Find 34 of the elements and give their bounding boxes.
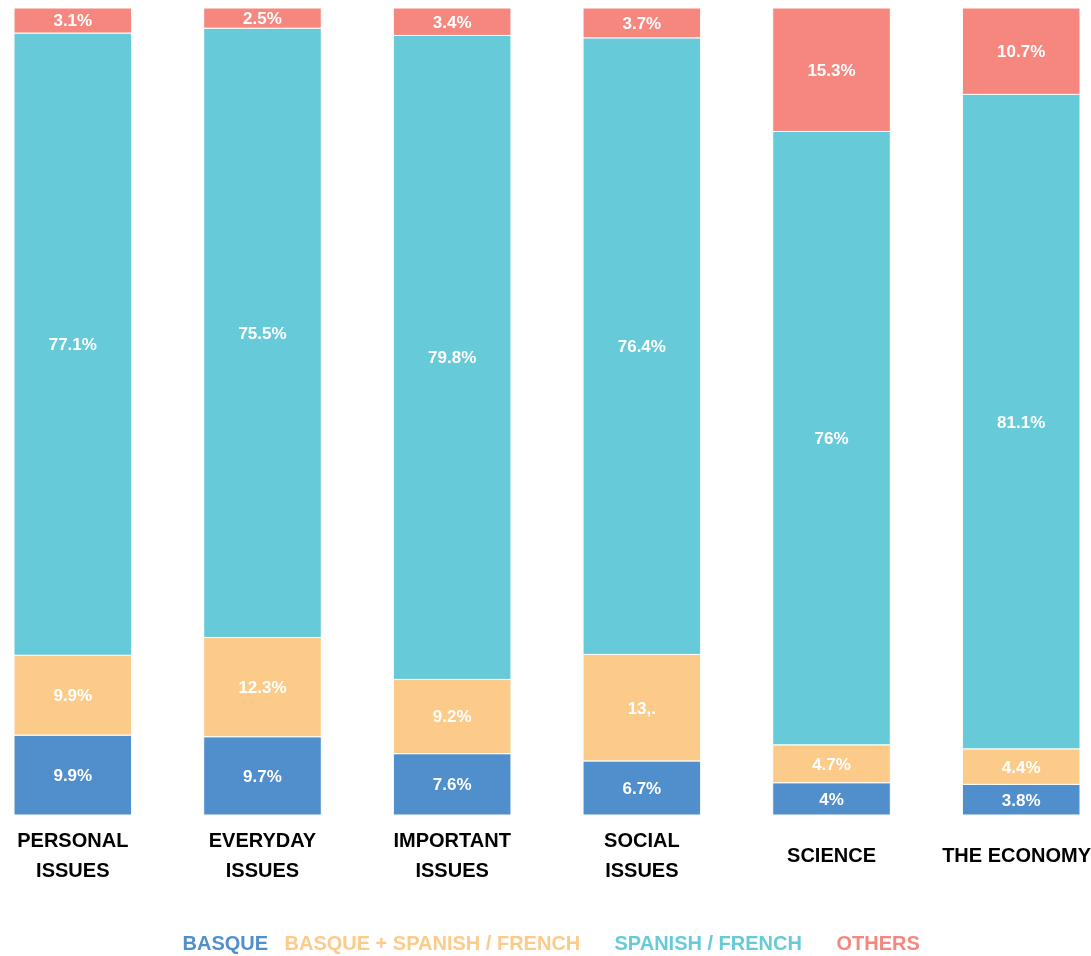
data-label: 4% <box>819 789 844 809</box>
data-label: 75.5% <box>238 323 287 343</box>
x-tick-label: PERSONAL ISSUES <box>17 829 129 881</box>
data-label: 3.8% <box>1001 790 1041 810</box>
data-label: 76.4% <box>617 337 666 357</box>
data-label: 2.5% <box>243 9 282 29</box>
data-label: 81.1% <box>997 412 1046 432</box>
data-label: 9.9% <box>53 686 93 706</box>
data-label: 3.1% <box>53 11 93 31</box>
data-label: 9.7% <box>243 766 282 786</box>
x-tick-label: EVERYDAY ISSUES <box>208 829 317 881</box>
data-label: 4.7% <box>812 754 851 774</box>
data-label: 77.1% <box>48 335 97 355</box>
text: OTHERS <box>836 932 920 954</box>
data-label: 7.6% <box>432 775 472 795</box>
data-label: 12.3% <box>238 678 287 698</box>
data-label: 4.4% <box>1001 757 1041 777</box>
data-label: 3.4% <box>432 12 472 32</box>
data-label: 79.8% <box>428 348 477 368</box>
x-tick-label: THE ECONOMY <box>942 844 1091 866</box>
data-label: 9.9% <box>53 766 93 785</box>
data-label: 15.3% <box>807 60 856 80</box>
text: BASQUE <box>182 932 269 954</box>
text: SPANISH / FRENCH <box>614 932 802 954</box>
data-label: 9.2% <box>432 707 472 727</box>
x-tick-label: IMPORTANT ISSUES <box>393 829 511 881</box>
data-label: 3.7% <box>622 13 662 33</box>
data-label: 13,. <box>627 698 657 718</box>
data-label: 76% <box>814 429 849 449</box>
text: BASQUE + SPANISH / FRENCH <box>284 932 581 954</box>
data-label: 6.7% <box>622 778 662 798</box>
x-tick-label: SCIENCE <box>787 844 876 866</box>
data-label: 10.7% <box>997 42 1046 62</box>
x-tick-label: SOCIAL ISSUES <box>604 829 680 881</box>
